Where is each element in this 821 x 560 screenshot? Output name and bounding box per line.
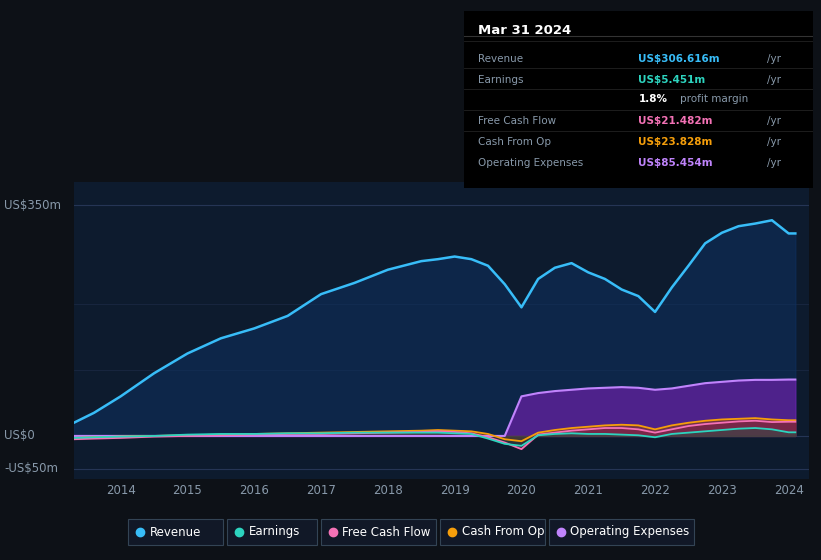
Text: /yr: /yr <box>768 54 782 64</box>
Text: -US$50m: -US$50m <box>4 463 58 475</box>
Text: US$23.828m: US$23.828m <box>639 137 713 147</box>
FancyBboxPatch shape <box>127 519 222 545</box>
FancyBboxPatch shape <box>548 519 694 545</box>
FancyBboxPatch shape <box>227 519 317 545</box>
Text: Earnings: Earnings <box>249 525 300 539</box>
Text: US$85.454m: US$85.454m <box>639 158 713 168</box>
Text: 1.8%: 1.8% <box>639 95 667 104</box>
Text: US$5.451m: US$5.451m <box>639 75 705 85</box>
Text: Free Cash Flow: Free Cash Flow <box>342 525 431 539</box>
Text: profit margin: profit margin <box>680 95 749 104</box>
Text: US$0: US$0 <box>4 430 34 442</box>
FancyBboxPatch shape <box>439 519 544 545</box>
Text: US$21.482m: US$21.482m <box>639 115 713 125</box>
Text: Mar 31 2024: Mar 31 2024 <box>478 24 571 36</box>
Text: /yr: /yr <box>768 115 782 125</box>
Text: /yr: /yr <box>768 137 782 147</box>
Text: Free Cash Flow: Free Cash Flow <box>478 115 556 125</box>
Text: Operating Expenses: Operating Expenses <box>478 158 583 168</box>
Text: /yr: /yr <box>768 75 782 85</box>
Text: Cash From Op: Cash From Op <box>461 525 544 539</box>
Text: Revenue: Revenue <box>149 525 201 539</box>
Text: Cash From Op: Cash From Op <box>478 137 551 147</box>
FancyBboxPatch shape <box>320 519 435 545</box>
Text: Revenue: Revenue <box>478 54 523 64</box>
Text: /yr: /yr <box>768 158 782 168</box>
Text: US$306.616m: US$306.616m <box>639 54 720 64</box>
Text: Operating Expenses: Operating Expenses <box>571 525 690 539</box>
Text: US$350m: US$350m <box>4 199 61 212</box>
Text: Earnings: Earnings <box>478 75 523 85</box>
